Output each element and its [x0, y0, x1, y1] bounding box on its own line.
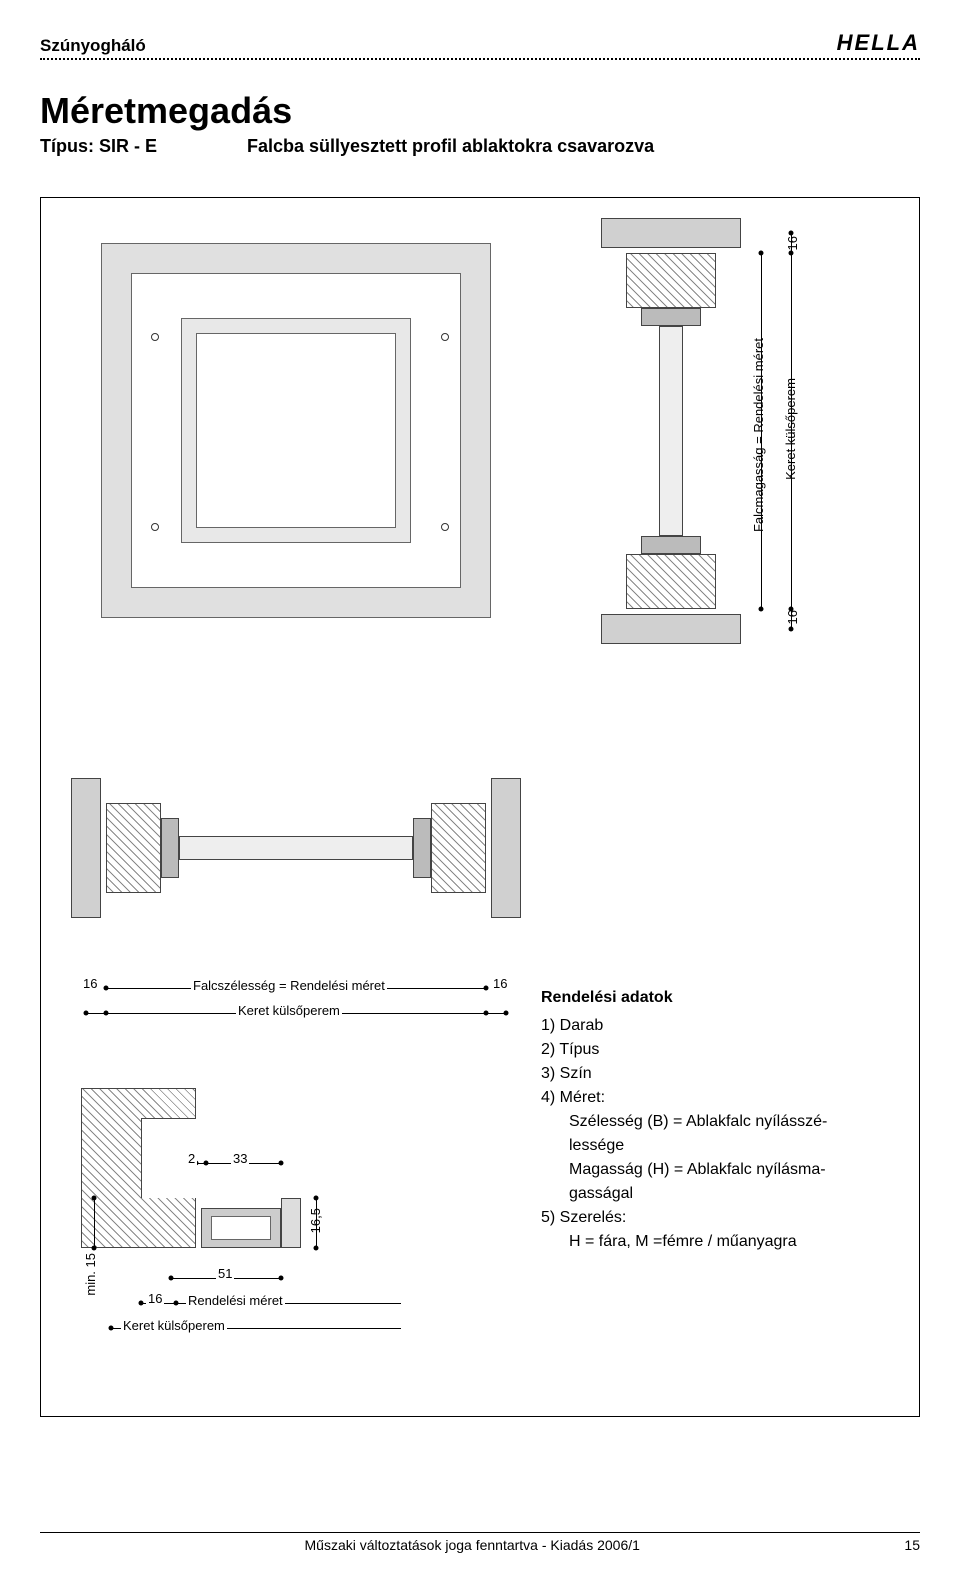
subtitle-row: Típus: SIR - E Falcba süllyesztett profi…: [40, 136, 920, 157]
dim-label: 16: [785, 236, 800, 250]
side-frame-top: [626, 253, 716, 308]
dim-16-5: 16,5: [308, 1208, 323, 1233]
dim-label: 16: [491, 976, 509, 991]
dim-kulso: Keret külsőperem: [121, 1318, 227, 1333]
bot-wall-l: [71, 778, 101, 918]
bot-glass: [179, 836, 413, 860]
order-item: 3) Szín: [541, 1062, 901, 1086]
detail-rail: [281, 1198, 301, 1248]
header-category: Szúnyogháló: [40, 36, 146, 56]
dim-16: 16: [146, 1291, 164, 1306]
dim-line: [94, 1198, 95, 1248]
page-number: 15: [904, 1537, 920, 1553]
side-wall-top: [601, 218, 741, 248]
dim-label: 16: [81, 976, 99, 991]
dim-dot: [204, 1161, 209, 1166]
type-description: Falcba süllyesztett profil ablaktokra cs…: [247, 136, 654, 157]
dim-dot: [84, 1011, 89, 1016]
dim-dot: [109, 1326, 114, 1331]
dim-2: 2: [186, 1151, 197, 1166]
dim-dot: [314, 1246, 319, 1251]
dim-dot: [92, 1196, 97, 1201]
dim-dot: [484, 986, 489, 991]
dim-label-top: Falcszélesség = Rendelési méret: [191, 978, 387, 993]
bot-frame-r: [431, 803, 486, 893]
brand-logo: HELLA: [837, 30, 920, 56]
dim-min-15: min. 15: [83, 1253, 98, 1296]
dim-dot: [314, 1196, 319, 1201]
dim-label-inner: Falcmagasság = Rendelési méret: [751, 338, 766, 532]
dim-dot: [759, 607, 764, 612]
bot-profile-r: [413, 818, 431, 878]
page-title: Méretmegadás: [40, 90, 920, 132]
dim-label-bot: Keret külsőperem: [236, 1003, 342, 1018]
side-wall-bot: [601, 614, 741, 644]
dim-dot: [174, 1301, 179, 1306]
dim-dot: [104, 986, 109, 991]
type-label: Típus: SIR - E: [40, 136, 157, 157]
order-item: 2) Típus: [541, 1038, 901, 1062]
dim-dot: [484, 1011, 489, 1016]
dim-rendelesi: Rendelési méret: [186, 1293, 285, 1308]
order-data: Rendelési adatok 1) Darab 2) Típus 3) Sz…: [541, 986, 901, 1254]
dim-dot: [279, 1161, 284, 1166]
side-profile-bot: [641, 536, 701, 554]
header-row: Szúnyogháló HELLA: [40, 30, 920, 60]
screw-icon: [151, 523, 159, 531]
bot-profile-l: [161, 818, 179, 878]
dim-dot: [789, 251, 794, 256]
dim-label: 16: [785, 610, 800, 624]
detail-profile-inner: [211, 1216, 271, 1240]
diagram-container: 16 16 Falcmagasság = Rendelési méret Ker…: [40, 197, 920, 1417]
dim-dot: [504, 1011, 509, 1016]
dim-dot: [789, 231, 794, 236]
order-item-sub: gasságal: [541, 1182, 901, 1206]
screw-icon: [441, 523, 449, 531]
dim-dot: [92, 1246, 97, 1251]
order-item-sub: H = fára, M =fémre / műanyagra: [541, 1230, 901, 1254]
order-item: 4) Méret:: [541, 1086, 901, 1110]
page-container: Szúnyogháló HELLA Méretmegadás Típus: SI…: [0, 0, 960, 1573]
screw-icon: [151, 333, 159, 341]
dim-51: 51: [216, 1266, 234, 1281]
side-frame-bot: [626, 554, 716, 609]
side-glass: [659, 326, 683, 536]
dim-dot: [139, 1301, 144, 1306]
front-glass: [196, 333, 396, 528]
bot-wall-r: [491, 778, 521, 918]
order-item: 1) Darab: [541, 1014, 901, 1038]
page-footer: Műszaki változtatások joga fenntartva - …: [40, 1532, 920, 1553]
dim-dot: [104, 1011, 109, 1016]
dim-dot: [759, 251, 764, 256]
dim-33: 33: [231, 1151, 249, 1166]
order-data-title: Rendelési adatok: [541, 986, 901, 1010]
dim-dot: [169, 1276, 174, 1281]
bot-frame-l: [106, 803, 161, 893]
order-item-sub: Magasság (H) = Ablakfalc nyílásma-: [541, 1158, 901, 1182]
order-item-sub: Szélesség (B) = Ablakfalc nyílásszé-: [541, 1110, 901, 1134]
dim-dot: [789, 627, 794, 632]
footer-text: Műszaki változtatások joga fenntartva - …: [40, 1537, 904, 1553]
order-item-sub: lessége: [541, 1134, 901, 1158]
side-profile-top: [641, 308, 701, 326]
order-item: 5) Szerelés:: [541, 1206, 901, 1230]
dim-label-outer: Keret külsőperem: [783, 378, 798, 480]
dim-dot: [279, 1276, 284, 1281]
screw-icon: [441, 333, 449, 341]
